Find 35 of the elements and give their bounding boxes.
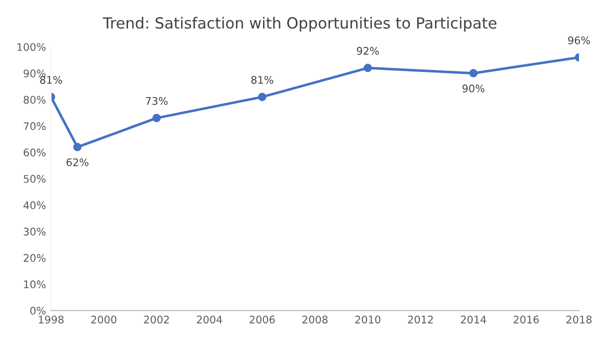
y-tick-label: 60% bbox=[24, 148, 46, 156]
point bbox=[364, 64, 372, 72]
y-tick-label: 10% bbox=[24, 280, 46, 288]
x-tick-label: 1998 bbox=[38, 316, 64, 324]
x-tick-label: 2012 bbox=[408, 316, 433, 324]
y-tick-label: 0% bbox=[30, 306, 46, 315]
data-label: 73% bbox=[146, 97, 168, 105]
x-tick-label: 2000 bbox=[91, 316, 116, 324]
data-label: 62% bbox=[66, 158, 88, 166]
y-tick-label: 20% bbox=[24, 254, 46, 262]
data-label: 81% bbox=[40, 76, 62, 84]
x-tick-label: 2016 bbox=[514, 316, 539, 324]
x-tick-label: 2018 bbox=[566, 316, 592, 324]
x-tick-label: 2002 bbox=[144, 316, 169, 324]
y-tick-label: 30% bbox=[24, 228, 46, 236]
x-tick-label: 2008 bbox=[302, 316, 328, 324]
y-tick-label: 50% bbox=[24, 174, 46, 183]
y-tick-label: 80% bbox=[24, 96, 46, 104]
data-label: 90% bbox=[462, 84, 484, 92]
y-tick-label: 100% bbox=[18, 43, 46, 51]
y-tick-label: 70% bbox=[24, 122, 46, 130]
x-tick-label: 2010 bbox=[355, 316, 380, 324]
point bbox=[73, 142, 82, 152]
y-tick-label: 40% bbox=[23, 201, 46, 210]
y-tick-label: 90% bbox=[24, 69, 46, 78]
chart-title: Trend: Satisfaction with Opportunities to Participate bbox=[102, 16, 496, 32]
data-label: 81% bbox=[251, 76, 274, 84]
x-tick-label: 2014 bbox=[460, 316, 486, 324]
data-label: 96% bbox=[568, 36, 590, 44]
point bbox=[152, 114, 161, 122]
point bbox=[258, 92, 266, 102]
x-tick-label: 2004 bbox=[196, 316, 222, 324]
point bbox=[469, 69, 478, 78]
x-tick-label: 2006 bbox=[250, 316, 275, 324]
data-label: 92% bbox=[356, 46, 379, 55]
